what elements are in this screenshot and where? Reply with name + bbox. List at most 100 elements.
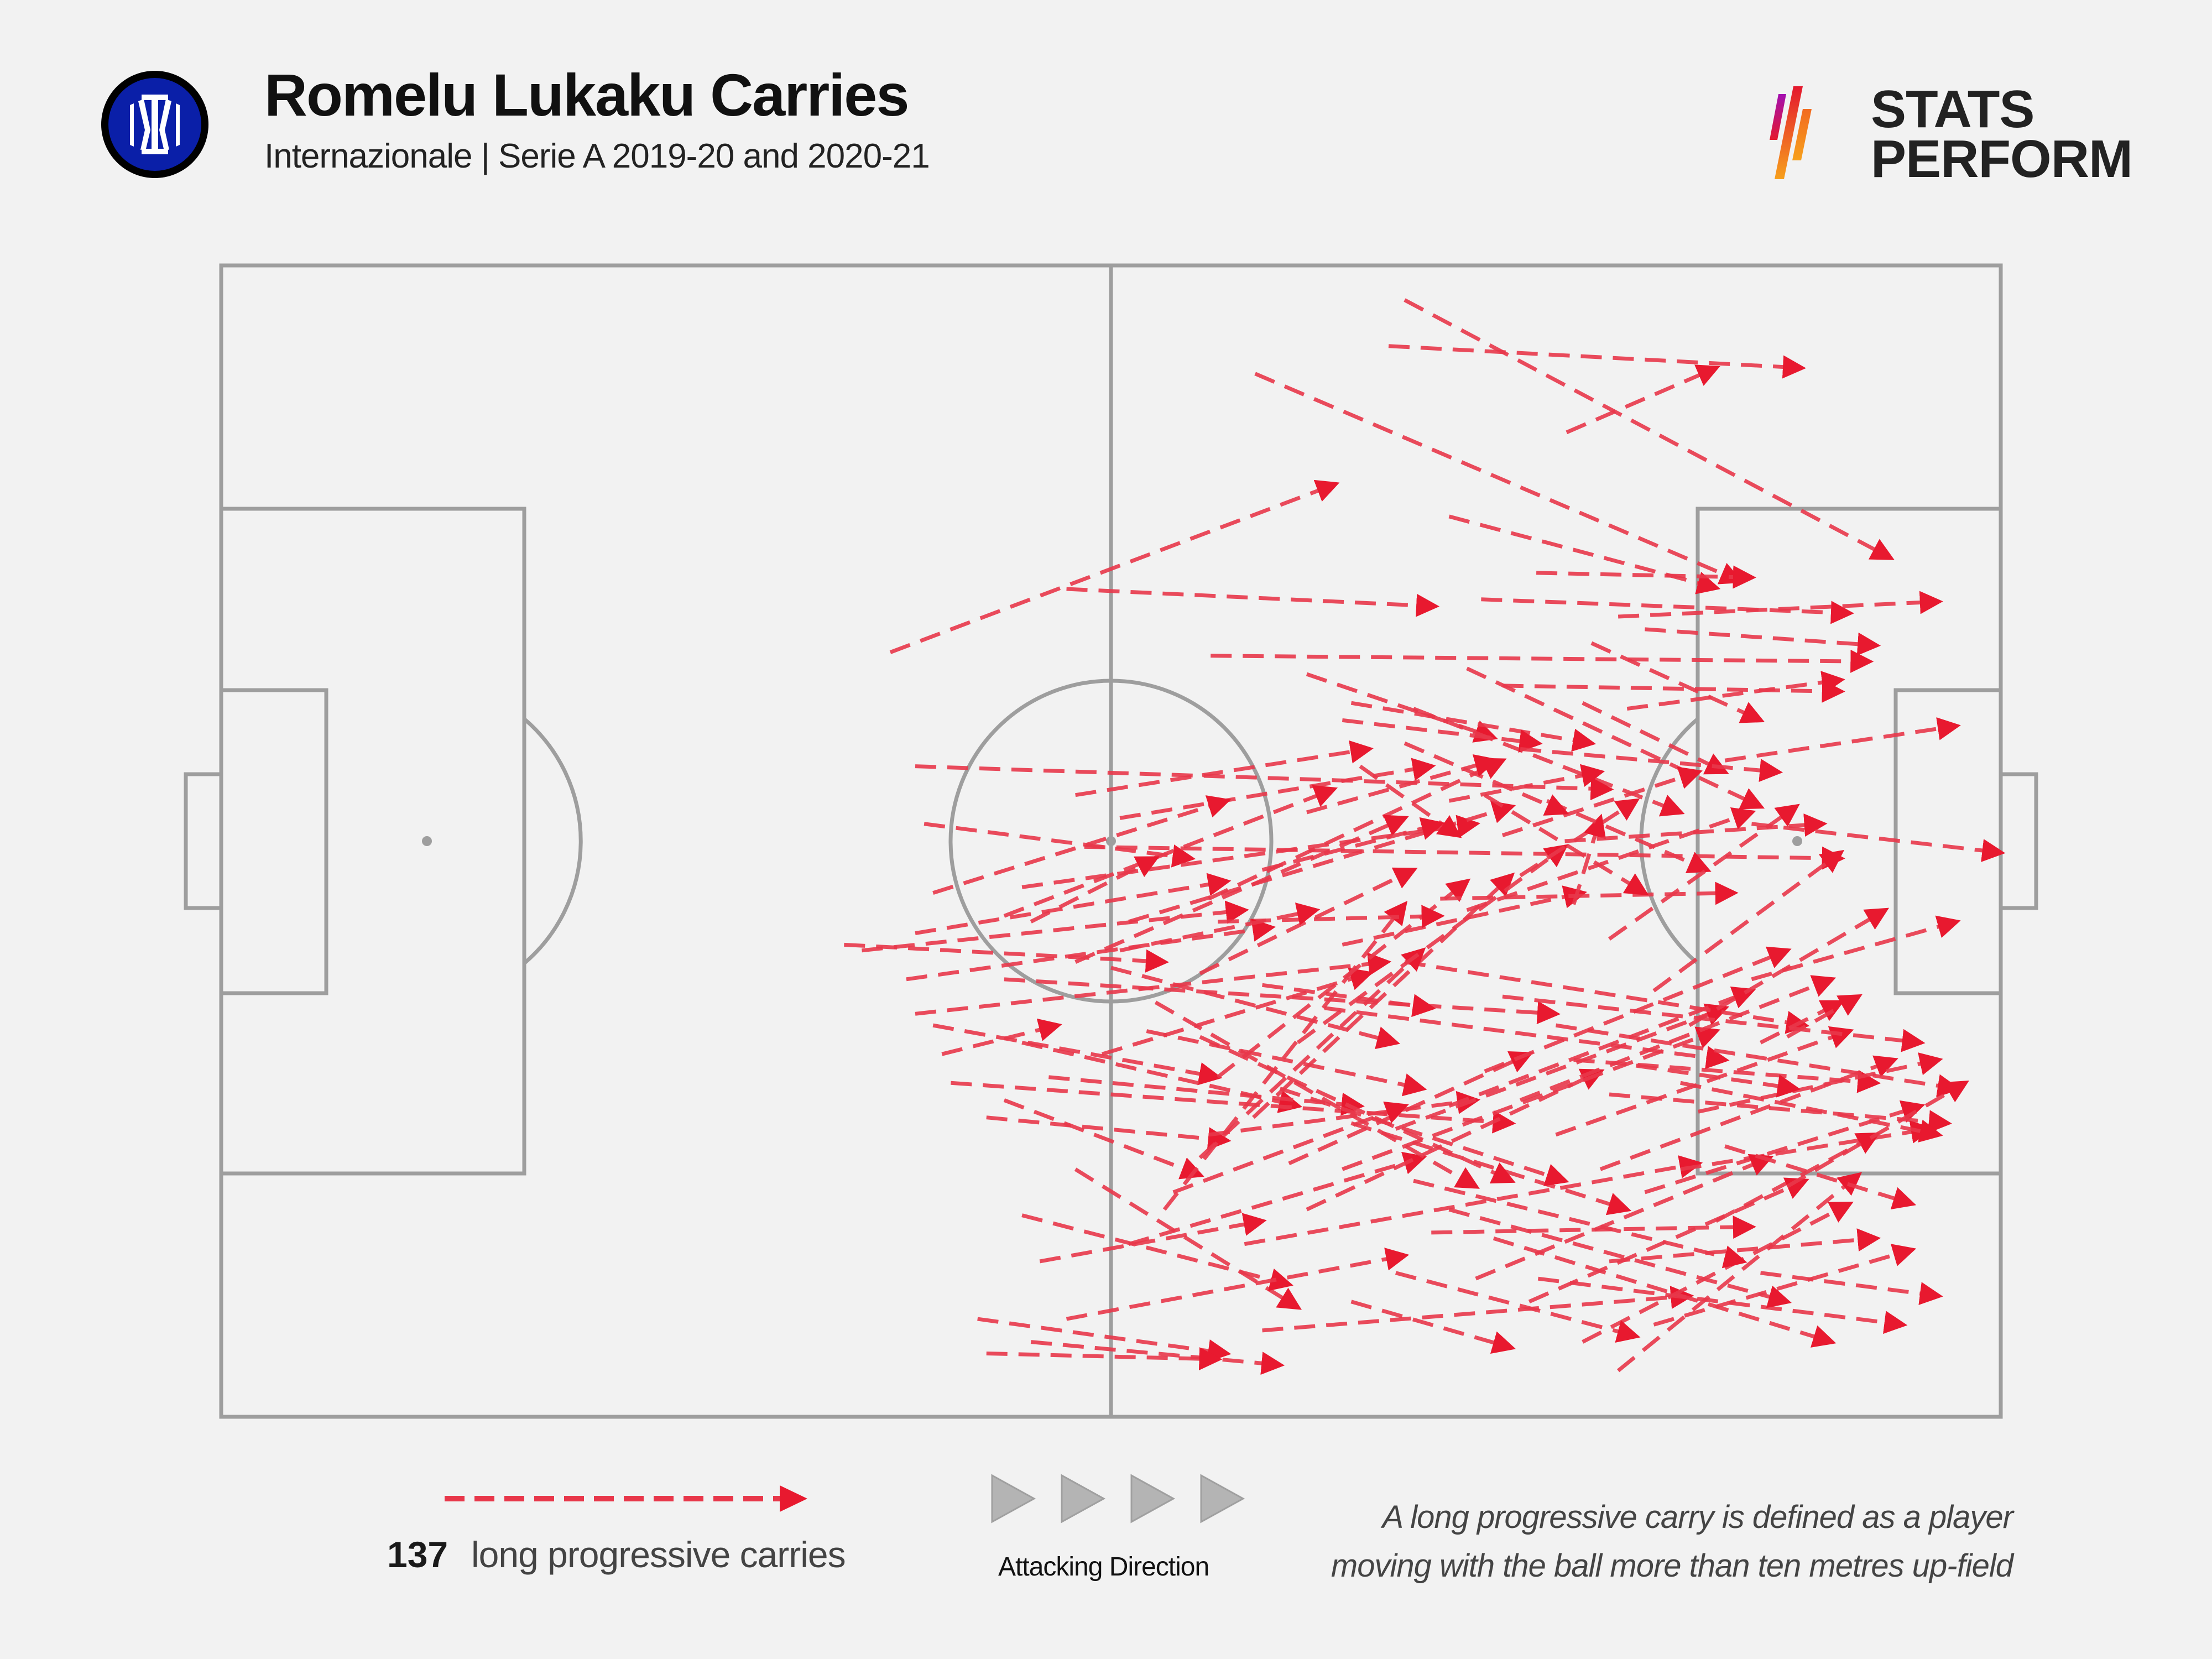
definition-line-1: A long progressive carry is defined as a… (1382, 1499, 2013, 1535)
carry-arrow (1572, 813, 1606, 905)
carry-arrow (844, 942, 1169, 973)
carry-arrow (1466, 666, 1765, 810)
carry-arrow (1608, 804, 1800, 941)
carry-arrow (951, 1081, 1516, 1134)
carry-arrow (977, 1317, 1232, 1363)
carry-arrow (1388, 344, 1806, 379)
inter-milan-crest-icon (101, 71, 208, 178)
carry-arrow (1582, 1201, 1854, 1344)
carry-arrow (1481, 597, 1854, 624)
carry-arrow (1645, 627, 1881, 656)
carry-arrow (1680, 1120, 1934, 1171)
carry-arrow (1448, 764, 1605, 803)
carry-arrow (1626, 671, 1845, 711)
carry-arrow (986, 1115, 1232, 1151)
carry-arrow (1021, 1213, 1293, 1291)
carry-arrow (1519, 798, 1640, 878)
carry-arrow (1211, 649, 1874, 673)
carry-arrow (1501, 766, 1703, 837)
carry-arrow (1208, 758, 1507, 901)
attacking-direction-arrows-icon (991, 1474, 1245, 1524)
carry-arrow (1493, 1236, 1837, 1348)
carry-arrow (1786, 994, 1863, 1039)
attacking-direction-label: Attacking Direction (998, 1552, 1209, 1582)
carry-arrow (1162, 900, 1408, 1211)
carry-arrow (1279, 1087, 1569, 1186)
stats-perform-stripes-icon (1770, 86, 1812, 179)
carry-arrow (906, 919, 1276, 982)
carry-arrow (1616, 1172, 1863, 1373)
carry-arrow (1003, 785, 1338, 918)
carry-arrow (1519, 975, 1837, 1102)
carry-arrow (1198, 947, 1426, 1160)
carry-arrow (1199, 1035, 1516, 1184)
carry-arrow (1466, 807, 1756, 912)
carry-arrow (1244, 1155, 1703, 1246)
carry-arrow (1342, 1026, 1720, 1171)
carry-arrow (1404, 298, 1895, 560)
carry-arrow (1208, 1091, 1481, 1137)
brand-name-line1: STATS (1871, 80, 2034, 139)
carry-arrow (915, 764, 1614, 801)
carry-arrow (1350, 1300, 1516, 1354)
carry-arrow (1546, 799, 1712, 874)
definition-line-2: moving with the ball more than ten metre… (1331, 1548, 2013, 1584)
carry-arrow (1030, 1340, 1285, 1375)
carry-arrow (1395, 1003, 1730, 1131)
carry-arrow (1306, 672, 1498, 743)
carry-arrow (924, 822, 1196, 868)
carry-arrow (1074, 815, 1409, 964)
carry-arrow (1590, 641, 1765, 723)
carry-definition: A long progressive carry is defined as a… (1272, 1493, 2013, 1590)
carry-arrow (1618, 591, 1943, 619)
carry-arrow (1566, 364, 1720, 435)
carry-arrow (1440, 881, 1739, 905)
brand-name-line2: PERFORM (1871, 129, 2133, 189)
chart-subtitle: Internazionale | Serie A 2019-20 and 202… (264, 137, 930, 175)
carry-arrow (1635, 1063, 1801, 1098)
carry-arrow (1074, 1167, 1302, 1310)
carry-arrow (1146, 1029, 1427, 1097)
carry-arrow (1342, 885, 1587, 947)
carry-arrow (1066, 1248, 1410, 1321)
carry-arrow (915, 952, 1392, 1016)
carry-arrow (1759, 1000, 1845, 1045)
carry-arrow (1502, 994, 1926, 1052)
carry-arrow (1101, 968, 1374, 1056)
carry-arrow (1786, 1080, 1969, 1188)
carry-arrow (1582, 701, 1729, 775)
carry-arrow (1502, 679, 1845, 703)
carry-arrow (1199, 867, 1418, 975)
carry-arrow (1751, 822, 2006, 862)
carry-arrow (1004, 977, 1561, 1025)
carry-arrow (1448, 1207, 1792, 1308)
carry-arrow (1475, 1154, 1774, 1281)
carry-arrow (889, 479, 1340, 654)
carry-arrow (1324, 1006, 1730, 1070)
carry-arrow (1342, 718, 1543, 753)
carry-arrow (1536, 565, 1756, 589)
carry-arrow (1555, 1026, 1854, 1137)
carry-arrow (1262, 1286, 1694, 1333)
carry-arrow (1306, 1068, 1605, 1212)
carry-arrow (1537, 1276, 1908, 1334)
carry-arrow (1262, 983, 1436, 1018)
carry-arrow (1395, 1271, 1641, 1343)
carry-arrow (915, 873, 1232, 936)
legend-carry-arrow-icon (445, 1485, 807, 1512)
carry-arrow (1413, 1178, 1747, 1269)
carry-arrow (1254, 372, 1744, 585)
carry-arrow (1599, 1055, 1898, 1171)
carry-arrow (1350, 701, 1597, 752)
carry-arrow (1084, 844, 1845, 870)
carry-arrow (1698, 1052, 1943, 1114)
carry-arrow (1404, 960, 1810, 1034)
carry-arrow (1404, 741, 1569, 816)
carry-arrow (1350, 1121, 1632, 1215)
carry-arrow (1680, 1081, 1943, 1142)
carry-arrow (1306, 754, 1498, 815)
carry-arrow (1609, 1092, 1952, 1134)
carry-arrow (862, 900, 1249, 953)
carry-arrow (1751, 915, 1961, 982)
